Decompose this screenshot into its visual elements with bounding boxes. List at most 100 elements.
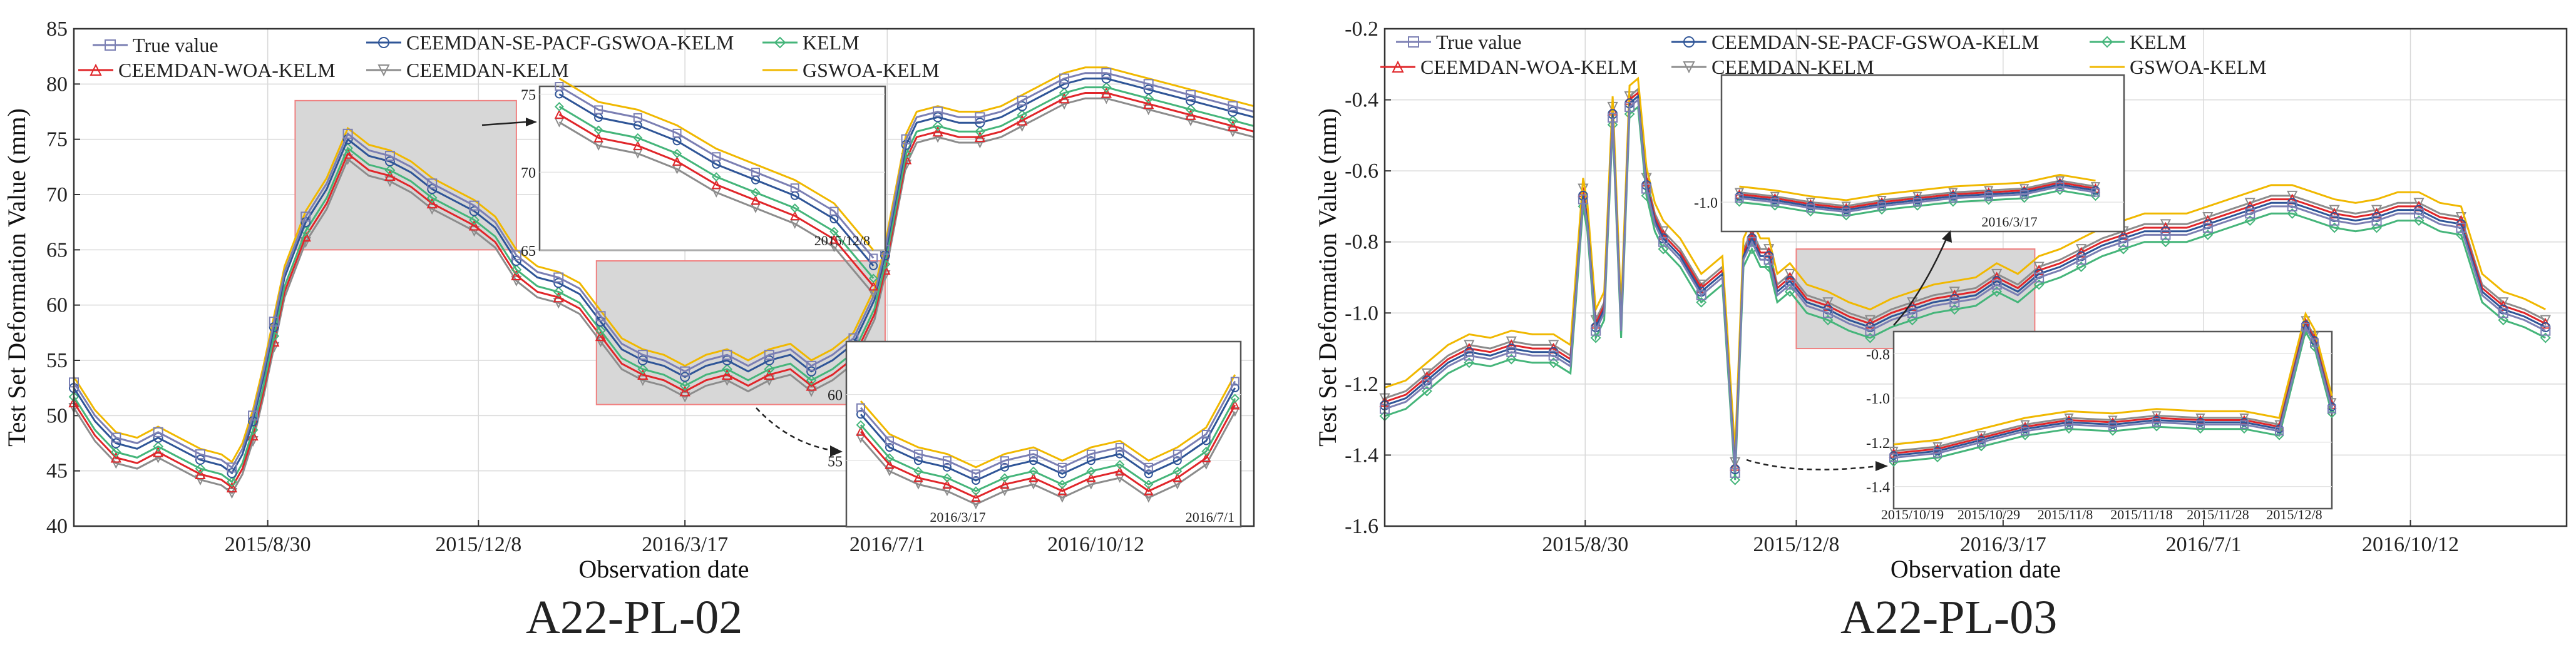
square-marker [2202, 223, 2213, 233]
square-marker [2152, 418, 2161, 427]
square-marker [1408, 36, 1419, 48]
square-marker [1143, 79, 1154, 89]
diamond-marker [1057, 479, 1067, 489]
triangle-down-marker [1144, 493, 1154, 503]
triangle-down-marker [1889, 447, 1899, 457]
circle-marker [975, 118, 985, 128]
x-axis-label: Observation date [578, 555, 749, 582]
square-marker [2021, 427, 2029, 436]
triangle-down-marker [2075, 244, 2087, 255]
diamond-marker [2202, 229, 2214, 240]
square-marker [722, 350, 732, 360]
circle-marker [680, 372, 690, 382]
diamond-marker [974, 126, 985, 137]
square-marker [2076, 255, 2086, 265]
y-tick-label: 40 [46, 515, 68, 538]
diamond-marker [593, 125, 603, 135]
inset-series [1734, 173, 2101, 221]
y-tick-label: 75 [46, 128, 68, 151]
legend-label: KELM [2130, 31, 2187, 53]
triangle-marker [553, 292, 564, 303]
square-marker [1949, 297, 1960, 308]
square-marker [2327, 404, 2336, 414]
triangle-down-marker [153, 452, 164, 464]
series-ceemdan-woa-kelm [856, 400, 1240, 502]
diamond-marker [1991, 286, 2003, 297]
diamond-marker [942, 473, 952, 483]
square-marker [1735, 193, 1744, 203]
diamond-marker [1770, 201, 1780, 211]
diamond-marker [511, 264, 522, 275]
diamond-marker [554, 102, 564, 111]
square-marker [1933, 449, 1942, 458]
circle-marker [1201, 436, 1211, 445]
zoom-region [595, 260, 886, 405]
triangle-down-marker [1230, 407, 1240, 417]
triangle-marker [426, 197, 438, 209]
chart-panel-a22-pl-02: 40 45 50 55 60 65 70 75 80 85 2015/8/30 2015/12/8 20… [3, 18, 1255, 644]
triangle-down-marker [2160, 219, 2172, 230]
inset-x-tick-label: 2015/10/19 [1881, 507, 1944, 522]
square-marker [2329, 215, 2340, 226]
legend-label: CEEMDAN-SE-PACF-GSWOA-KELM [406, 31, 734, 54]
triangle-down-marker [1976, 431, 1986, 441]
square-marker [427, 178, 438, 189]
square-marker [751, 168, 760, 177]
legend-label: GSWOA-KELM [803, 59, 940, 81]
diamond-marker [1201, 447, 1211, 456]
series-line [1893, 324, 2333, 459]
square-marker [153, 427, 163, 437]
chart-caption: A22-PL-02 [526, 591, 743, 644]
diamond-marker [384, 165, 396, 176]
square-marker [1548, 350, 1559, 361]
triangle-down-marker [2413, 198, 2425, 209]
inset-x-tick-label: 2015/10/29 [1958, 507, 2020, 522]
square-marker [1785, 279, 1795, 290]
triangle-marker [790, 210, 800, 221]
triangle-marker [679, 385, 690, 397]
y-tick-label: 80 [46, 73, 68, 96]
triangle-marker [595, 330, 607, 342]
inset-y-tick-label: -1.0 [1866, 391, 1890, 407]
diamond-marker [2076, 262, 2086, 272]
square-marker [1842, 207, 1851, 216]
legend-label: CEEMDAN-SE-PACF-GSWOA-KELM [1711, 31, 2039, 53]
diamond-marker [2055, 185, 2065, 195]
square-marker [2196, 420, 2205, 429]
square-marker [1977, 437, 1986, 447]
circle-marker [1086, 456, 1096, 465]
triangle-down-marker [806, 386, 817, 397]
square-marker [2540, 325, 2551, 336]
inset: -1.4 -1.2 -1.0 -0.8 [1866, 311, 2337, 510]
triangle-down-marker [2195, 413, 2205, 424]
square-marker [105, 39, 116, 51]
series-line [860, 380, 1236, 475]
triangle-down-marker [2020, 420, 2030, 430]
circle-marker [1228, 106, 1238, 117]
triangle-down-marker [1059, 99, 1070, 110]
series-gswoa-kelm [558, 78, 875, 251]
y-tick-label: 65 [46, 238, 68, 262]
plot-frame [1383, 28, 2568, 527]
inset-y-tick-label: 75 [521, 87, 536, 103]
circle-marker [1059, 79, 1070, 89]
diamond-marker [856, 420, 866, 430]
diamond-marker [1143, 93, 1154, 104]
triangle-down-marker [932, 132, 943, 143]
circle-marker [111, 438, 121, 449]
square-marker [1912, 198, 1922, 207]
inset-arrowhead [526, 118, 537, 126]
triangle-down-marker [971, 500, 981, 510]
square-marker [2310, 338, 2319, 347]
diamond-marker [1185, 104, 1196, 115]
square-marker [111, 432, 121, 443]
triangle-marker [195, 468, 206, 479]
triangle-marker [721, 368, 733, 380]
diamond-marker [2498, 315, 2509, 326]
square-marker [1763, 255, 1774, 265]
square-marker [1101, 68, 1112, 78]
inset-y-tick-label: -1.2 [1866, 435, 1890, 452]
x-tick-label: 2016/10/12 [1047, 533, 1144, 556]
diamond-marker [1865, 332, 1876, 343]
triangle-marker [1144, 485, 1154, 495]
